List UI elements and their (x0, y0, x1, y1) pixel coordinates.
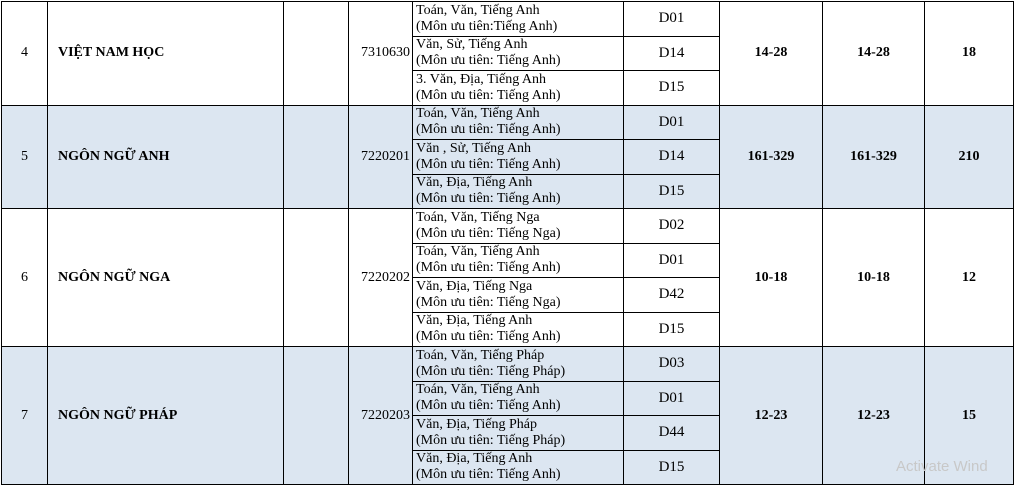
value-col-2: 161-329 (822, 104, 925, 209)
table-row: Văn, Địa, Tiếng Anh (Môn ưu tiên: Tiếng A… (2, 173, 1014, 209)
value-col-1: 14-28 (719, 1, 823, 106)
major-name: NGÔN NGỮ NGA (47, 208, 284, 347)
block-code: D14 (623, 139, 720, 175)
subject-combination: Toán, Văn, Tiếng Anh (Môn ưu tiên: Tiếng … (412, 380, 624, 416)
subjects: Toán, Văn, Tiếng Pháp (416, 347, 545, 363)
subjects: Văn, Địa, Tiếng Anh (416, 451, 533, 467)
row-number: 6 (1, 208, 48, 347)
table-row: 7 NGÔN NGỮ PHÁP 7220203 Toán, Văn, Tiếng Ph… (1, 346, 1014, 485)
subjects: Toán, Văn, Tiếng Anh (416, 2, 540, 18)
value-col-1: 12-23 (719, 346, 823, 485)
block-code: D01 (623, 242, 720, 278)
block-code: D14 (623, 35, 720, 71)
block-code: D15 (623, 173, 720, 209)
value-col-1: 10-18 (719, 208, 823, 347)
major-name: NGÔN NGỮ PHÁP (47, 346, 284, 485)
table-row: Văn , Sử, Tiếng Anh (Môn ưu tiên: Tiếng A… (2, 139, 1014, 175)
priority-subject: (Môn ưu tiên: Tiếng Anh) (416, 329, 561, 345)
subject-combination: Văn, Địa, Tiếng Anh (Môn ưu tiên: Tiếng A… (412, 173, 624, 209)
table-row: 3. Văn, Địa, Tiếng Anh (Môn ưu tiên: Tiến… (2, 70, 1014, 106)
subject-combination: Toán, Văn, Tiếng Pháp (Môn ưu tiên: Tiếng… (412, 346, 624, 382)
subjects: 3. Văn, Địa, Tiếng Anh (416, 71, 547, 87)
subject-combination: Toán, Văn, Tiếng Nga (Môn ưu tiên: Tiếng … (412, 208, 624, 244)
major-code: 7220201 (348, 104, 413, 209)
value-col-2: 10-18 (822, 208, 925, 347)
quota: 210 (924, 104, 1014, 209)
subjects: Văn, Sử, Tiếng Anh (416, 37, 528, 53)
table-row: Toán, Văn, Tiếng Anh (Môn ưu tiên: Tiếng … (2, 242, 1014, 278)
priority-subject: (Môn ưu tiên: Tiếng Pháp) (416, 363, 566, 379)
subjects: Văn, Địa, Tiếng Anh (416, 175, 533, 191)
empty-cell (283, 346, 349, 485)
priority-subject: (Môn ưu tiên: Tiếng Nga) (416, 225, 561, 241)
block-code: D42 (623, 277, 720, 313)
table-row: Văn, Địa, Tiếng Pháp (Môn ưu tiên: Tiếng … (2, 415, 1014, 451)
block-code: D15 (623, 70, 720, 106)
subjects: Toán, Văn, Tiếng Anh (416, 106, 540, 122)
subjects: Toán, Văn, Tiếng Nga (416, 209, 540, 225)
subject-combination: Văn, Địa, Tiếng Anh (Môn ưu tiên: Tiếng A… (412, 311, 624, 347)
empty-cell (283, 1, 349, 106)
table-row: Toán, Văn, Tiếng Anh (Môn ưu tiên: Tiếng … (2, 380, 1014, 416)
table-row: Văn, Địa, Tiếng Nga (Môn ưu tiên: Tiếng N… (2, 277, 1014, 313)
quota: 15 (924, 346, 1014, 485)
subjects: Văn , Sử, Tiếng Anh (416, 140, 531, 156)
priority-subject: (Môn ưu tiên: Tiếng Anh) (416, 53, 561, 69)
activate-windows-watermark: Activate Wind (896, 458, 988, 475)
priority-subject: (Môn ưu tiên: Tiếng Anh) (416, 191, 561, 207)
empty-cell (283, 104, 349, 209)
major-code: 7220202 (348, 208, 413, 347)
value-col-2: 12-23 (822, 346, 925, 485)
subjects: Toán, Văn, Tiếng Anh (416, 382, 540, 398)
subject-combination: Văn, Địa, Tiếng Pháp (Môn ưu tiên: Tiếng … (412, 415, 624, 451)
value-col-2: 14-28 (822, 1, 925, 106)
table-row: Văn, Sử, Tiếng Anh (Môn ưu tiên: Tiếng An… (2, 35, 1014, 71)
table-row: Văn, Địa, Tiếng Anh (Môn ưu tiên: Tiếng A… (2, 449, 1014, 485)
subject-combination: Toán, Văn, Tiếng Anh (Môn ưu tiên:Tiếng A… (412, 1, 624, 37)
priority-subject: (Môn ưu tiên:Tiếng Anh) (416, 18, 558, 34)
subject-combination: 3. Văn, Địa, Tiếng Anh (Môn ưu tiên: Tiến… (412, 70, 624, 106)
priority-subject: (Môn ưu tiên: Tiếng Anh) (416, 87, 561, 103)
priority-subject: (Môn ưu tiên: Tiếng Anh) (416, 122, 561, 138)
quota: 12 (924, 208, 1014, 347)
block-code: D02 (623, 208, 720, 244)
row-number: 5 (1, 104, 48, 209)
row-number: 7 (1, 346, 48, 485)
block-code: D15 (623, 311, 720, 347)
subject-combination: Văn, Địa, Tiếng Nga (Môn ưu tiên: Tiếng N… (412, 277, 624, 313)
value-col-1: 161-329 (719, 104, 823, 209)
subjects: Văn, Địa, Tiếng Anh (416, 313, 533, 329)
subjects: Văn, Địa, Tiếng Nga (416, 278, 533, 294)
priority-subject: (Môn ưu tiên: Tiếng Anh) (416, 260, 561, 276)
major-code: 7220203 (348, 346, 413, 485)
table-row: 5 NGÔN NGỮ ANH 7220201 Toán, Văn, Tiếng Anh… (1, 104, 1014, 209)
major-name: NGÔN NGỮ ANH (47, 104, 284, 209)
priority-subject: (Môn ưu tiên: Tiếng Anh) (416, 156, 561, 172)
subject-combination: Văn, Sử, Tiếng Anh (Môn ưu tiên: Tiếng An… (412, 35, 624, 71)
table-row: 4 VIỆT NAM HỌC 7310630 Toán, Văn, Tiếng Anh… (1, 1, 1014, 106)
block-code: D15 (623, 449, 720, 485)
quota: 18 (924, 1, 1014, 106)
block-code: D01 (623, 1, 720, 37)
table-row: 6 NGÔN NGỮ NGA 7220202 Toán, Văn, Tiếng Nga… (1, 208, 1014, 347)
major-code: 7310630 (348, 1, 413, 106)
major-name: VIỆT NAM HỌC (47, 1, 284, 106)
block-code: D01 (623, 380, 720, 416)
priority-subject: (Môn ưu tiên: Tiếng Anh) (416, 467, 561, 483)
row-number: 4 (1, 1, 48, 106)
subjects: Văn, Địa, Tiếng Pháp (416, 416, 537, 432)
priority-subject: (Môn ưu tiên: Tiếng Nga) (416, 294, 561, 310)
block-code: D44 (623, 415, 720, 451)
empty-cell (283, 208, 349, 347)
priority-subject: (Môn ưu tiên: Tiếng Anh) (416, 398, 561, 414)
subject-combination: Toán, Văn, Tiếng Anh (Môn ưu tiên: Tiếng … (412, 104, 624, 140)
subject-combination: Toán, Văn, Tiếng Anh (Môn ưu tiên: Tiếng … (412, 242, 624, 278)
block-code: D01 (623, 104, 720, 140)
priority-subject: (Môn ưu tiên: Tiếng Pháp) (416, 432, 566, 448)
subject-combination: Văn, Địa, Tiếng Anh (Môn ưu tiên: Tiếng A… (412, 449, 624, 485)
subject-combination: Văn , Sử, Tiếng Anh (Môn ưu tiên: Tiếng A… (412, 139, 624, 175)
block-code: D03 (623, 346, 720, 382)
subjects: Toán, Văn, Tiếng Anh (416, 244, 540, 260)
